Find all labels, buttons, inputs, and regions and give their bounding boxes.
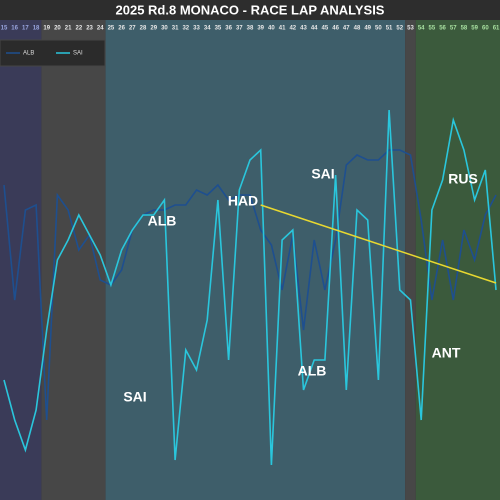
annotation: RUS <box>448 171 478 187</box>
x-tick-label: 27 <box>129 26 136 32</box>
x-tick-label: 54 <box>418 26 425 32</box>
annotation: SAI <box>123 389 146 405</box>
x-tick-label: 50 <box>375 26 382 32</box>
legend-label: ALB <box>23 51 34 57</box>
lap-region <box>105 20 406 500</box>
top-band <box>0 0 500 20</box>
x-tick-label: 61 <box>493 26 500 32</box>
x-tick-label: 41 <box>279 26 286 32</box>
x-tick-label: 28 <box>140 26 147 32</box>
x-tick-label: 60 <box>482 26 489 32</box>
annotation: ALB <box>298 363 327 379</box>
x-tick-label: 58 <box>461 26 468 32</box>
series-line <box>3 109 497 466</box>
x-tick-label: 23 <box>86 26 93 32</box>
x-tick-label: 29 <box>150 26 157 32</box>
x-tick-label: 16 <box>11 26 18 32</box>
x-tick-label: 35 <box>215 26 222 32</box>
x-tick-label: 37 <box>236 26 243 32</box>
x-tick-label: 38 <box>247 26 254 32</box>
x-tick-label: 24 <box>97 26 104 32</box>
x-tick-label: 17 <box>22 26 29 32</box>
x-tick-label: 19 <box>43 26 50 32</box>
x-tick-label: 22 <box>75 26 82 32</box>
x-tick-label: 15 <box>1 26 8 32</box>
x-tick-label: 52 <box>396 26 403 32</box>
x-tick-label: 55 <box>429 26 436 32</box>
annotation: SAI <box>311 166 334 182</box>
series-line <box>3 149 497 421</box>
trend-line <box>260 204 497 284</box>
legend-label: SAI <box>73 51 83 57</box>
x-tick-label: 53 <box>407 26 414 32</box>
annotation: ANT <box>432 345 461 361</box>
x-tick-label: 51 <box>386 26 393 32</box>
x-tick-label: 48 <box>354 26 361 32</box>
lap-region <box>0 20 42 500</box>
chart-title: 2025 Rd.8 MONACO - RACE LAP ANALYSIS <box>116 2 385 17</box>
x-tick-label: 42 <box>289 26 296 32</box>
x-tick-label: 47 <box>343 26 350 32</box>
x-tick-label: 36 <box>225 26 232 32</box>
lap-region <box>405 20 416 500</box>
x-tick-label: 45 <box>322 26 329 32</box>
x-tick-label: 34 <box>204 26 211 32</box>
x-tick-label: 49 <box>364 26 371 32</box>
x-tick-label: 30 <box>161 26 168 32</box>
x-tick-label: 18 <box>33 26 40 32</box>
x-tick-label: 31 <box>172 26 179 32</box>
x-tick-label: 25 <box>108 26 115 32</box>
x-tick-label: 43 <box>300 26 307 32</box>
x-tick-label: 40 <box>268 26 275 32</box>
annotation: HAD <box>228 193 258 209</box>
x-tick-label: 33 <box>193 26 200 32</box>
x-tick-label: 44 <box>311 26 318 32</box>
x-tick-label: 57 <box>450 26 457 32</box>
x-tick-label: 59 <box>471 26 478 32</box>
x-tick-label: 46 <box>332 26 339 32</box>
x-tick-label: 32 <box>182 26 189 32</box>
annotation: ALB <box>148 213 177 229</box>
x-tick-label: 26 <box>118 26 125 32</box>
x-tick-label: 20 <box>54 26 61 32</box>
x-tick-label: 56 <box>439 26 446 32</box>
x-tick-label: 39 <box>257 26 264 32</box>
x-tick-label: 21 <box>65 26 72 32</box>
